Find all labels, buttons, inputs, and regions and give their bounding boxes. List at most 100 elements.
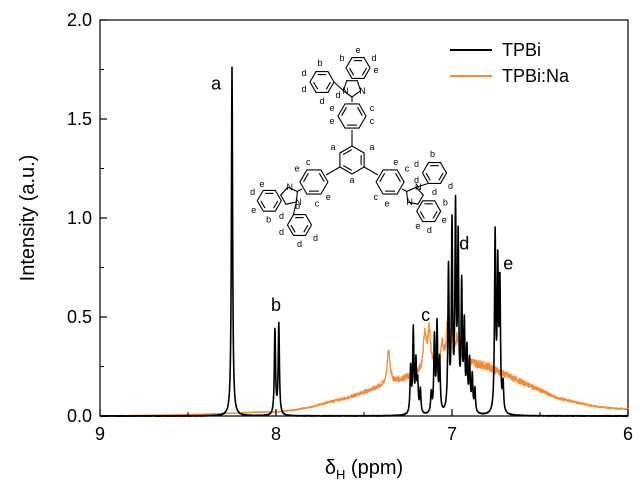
atom-label: b bbox=[295, 201, 300, 211]
benzo-ring bbox=[256, 189, 282, 212]
atom-label: d bbox=[301, 84, 306, 94]
atom-label: e bbox=[442, 215, 447, 225]
x-axis-title: δH (ppm) bbox=[325, 457, 403, 482]
atom-label: d bbox=[371, 53, 376, 63]
atom-label: a bbox=[330, 142, 335, 152]
atom-label: d bbox=[301, 68, 306, 78]
double-bond bbox=[432, 210, 438, 219]
benzo-ring bbox=[345, 57, 371, 79]
atom-label: e bbox=[329, 116, 334, 126]
atom-label: a bbox=[369, 142, 374, 152]
double-bond bbox=[341, 106, 348, 116]
atom-label: d bbox=[414, 159, 419, 169]
n-phenyl-bond bbox=[416, 182, 429, 188]
atom-label: c bbox=[405, 164, 410, 174]
atom-label: d bbox=[279, 211, 284, 221]
y-axis-title: Intensity (a.u.) bbox=[17, 155, 39, 282]
x-axis-title-subscript: H bbox=[336, 467, 345, 482]
atom-label: b bbox=[430, 149, 435, 159]
atom-label: e bbox=[329, 103, 334, 113]
peak-label-b: b bbox=[271, 295, 281, 315]
peak-label-c: c bbox=[421, 305, 430, 325]
x-axis-title-unit: (ppm) bbox=[345, 457, 403, 479]
double-bond bbox=[313, 81, 319, 90]
n-phenyl-bond bbox=[292, 201, 297, 215]
double-bond bbox=[395, 172, 401, 182]
atom-label: d bbox=[448, 181, 453, 191]
atom-label: c bbox=[315, 198, 320, 208]
n-phenyl-ring bbox=[421, 162, 448, 184]
x-tick-label: 8 bbox=[271, 424, 281, 444]
annotation-layer: ab cde bbox=[211, 73, 513, 325]
n-phenyl-ring bbox=[309, 71, 335, 93]
atom-label: d bbox=[279, 227, 284, 237]
atom-label: e bbox=[260, 179, 265, 189]
atom-label: d bbox=[250, 187, 255, 197]
atom-label: a bbox=[349, 175, 354, 185]
atom-label: c bbox=[370, 116, 375, 126]
y-tick-label: 0.0 bbox=[67, 406, 92, 426]
nitrogen-label: N bbox=[359, 86, 366, 96]
atom-label: e bbox=[326, 192, 331, 202]
legend-label-tpbi-na: TPBi:Na bbox=[502, 66, 570, 86]
y-tick-label: 1.0 bbox=[67, 208, 92, 228]
atom-label: d bbox=[432, 187, 437, 197]
atom-label: b bbox=[339, 53, 344, 63]
double-bond bbox=[349, 67, 355, 76]
double-bond bbox=[260, 200, 266, 209]
series-line-tpbi-na bbox=[99, 315, 629, 417]
atom-label: e bbox=[355, 45, 360, 55]
double-bond bbox=[379, 172, 386, 182]
imidazole-ring bbox=[406, 186, 424, 205]
x-tick-label: 9 bbox=[95, 424, 105, 444]
peak-label-e: e bbox=[503, 253, 513, 273]
double-bond bbox=[290, 224, 296, 233]
atom-label: e bbox=[393, 157, 398, 167]
double-bond bbox=[342, 149, 352, 156]
double-bond bbox=[303, 172, 309, 182]
x-axis-title-symbol: δ bbox=[325, 457, 336, 479]
nitrogen-label: N bbox=[342, 86, 349, 96]
double-bond bbox=[318, 172, 325, 182]
n-phenyl-ring bbox=[286, 214, 313, 236]
imidazole-ring bbox=[342, 80, 362, 98]
atom-label: b bbox=[317, 58, 322, 68]
atom-label: d bbox=[335, 90, 340, 100]
atom-label: b bbox=[443, 197, 448, 207]
nitrogen-label: N bbox=[406, 197, 413, 207]
double-bond bbox=[342, 164, 352, 171]
atom-label: e bbox=[251, 205, 256, 215]
double-bond bbox=[303, 224, 309, 233]
legend: TPBi TPBi:Na bbox=[450, 40, 570, 86]
double-bond bbox=[425, 172, 431, 181]
phenylene-ring bbox=[337, 103, 367, 129]
peak-label-d: d bbox=[459, 234, 469, 254]
atom-label: c bbox=[306, 157, 311, 167]
atom-label: c bbox=[370, 103, 375, 113]
double-bond bbox=[325, 81, 331, 90]
peak-label-a: a bbox=[211, 73, 222, 93]
benzo-ring bbox=[416, 200, 442, 223]
imidazole-ring bbox=[280, 186, 298, 205]
n-phenyl-bond bbox=[333, 81, 344, 92]
atom-label: d bbox=[313, 233, 318, 243]
atom-label: d bbox=[427, 225, 432, 235]
double-bond bbox=[438, 172, 444, 181]
atom-label: d bbox=[319, 96, 324, 106]
phenylene-ring bbox=[299, 169, 329, 195]
atom-label: c bbox=[374, 192, 379, 202]
atom-label: d bbox=[297, 239, 302, 249]
nitrogen-label: N bbox=[287, 182, 294, 192]
legend-label-tpbi: TPBi bbox=[502, 40, 541, 60]
nitrogen-label: N bbox=[415, 182, 422, 192]
atom-label: d bbox=[414, 175, 419, 185]
tick-layer: 9 8 7 6 0.0 0.5 1.0 1.5 2.0 bbox=[67, 10, 633, 444]
double-bond bbox=[361, 67, 367, 76]
atom-label: e bbox=[415, 221, 420, 231]
y-tick-label: 1.5 bbox=[67, 109, 92, 129]
double-bond bbox=[419, 210, 425, 219]
linker-bond bbox=[363, 166, 379, 176]
nitrogen-label: N bbox=[295, 197, 302, 207]
